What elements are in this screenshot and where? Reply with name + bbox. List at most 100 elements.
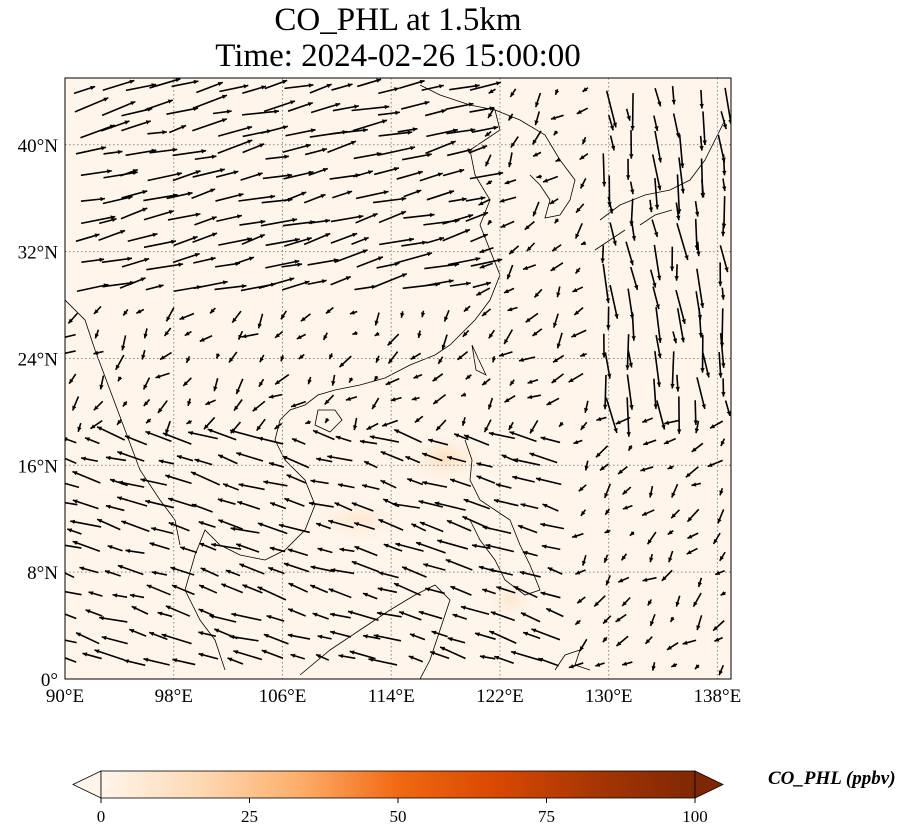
wind-arrow-head — [487, 404, 493, 410]
wind-arrow-shaft — [211, 543, 242, 550]
wind-arrow-head — [181, 125, 187, 130]
wind-arrow-head — [79, 566, 85, 571]
wind-arrow-shaft — [469, 81, 502, 91]
wind-arrow-head — [419, 521, 425, 526]
wind-arrow-head — [270, 194, 276, 199]
wind-arrow-shaft — [171, 80, 199, 88]
wind-arrow-head — [170, 566, 176, 571]
wind-arrow-shaft — [241, 110, 280, 116]
wind-arrow-head — [68, 318, 74, 324]
wind-arrow-shaft — [654, 350, 661, 388]
wind-arrow-head — [307, 379, 312, 385]
wind-arrow-head — [232, 317, 237, 323]
wind-arrow-head — [615, 617, 621, 622]
wind-arrow-head — [291, 438, 297, 443]
wind-arrow-head — [304, 280, 310, 285]
wind-arrow-shaft — [100, 120, 130, 132]
wind-arrow-head — [59, 351, 64, 355]
wind-arrow-shaft — [76, 283, 109, 293]
wind-arrow-shaft — [355, 190, 389, 200]
wind-arrow-head — [493, 498, 499, 504]
wind-arrow-head — [172, 147, 178, 153]
wind-arrow-shaft — [510, 650, 542, 662]
wind-arrow-head — [105, 504, 111, 509]
wind-arrow-head — [433, 399, 439, 404]
wind-arrow-head — [671, 99, 676, 105]
wind-arrow-shaft — [75, 146, 107, 155]
wind-arrow-head — [715, 570, 721, 575]
coastline-hainan — [314, 409, 343, 433]
wind-arrow-head — [219, 168, 225, 173]
wind-arrow-head — [394, 583, 400, 588]
wind-arrow-head — [618, 578, 624, 583]
wind-arrow-head — [117, 451, 123, 456]
wind-arrow-head — [231, 612, 237, 617]
wind-arrow-head — [214, 628, 220, 633]
wind-arrow-head — [143, 384, 148, 390]
wind-arrow-shaft — [393, 428, 422, 443]
wind-arrow-head — [454, 433, 460, 438]
wind-arrow-head — [540, 436, 546, 441]
wind-arrow-head — [580, 424, 586, 430]
wind-arrow-shaft — [424, 263, 460, 270]
wind-arrow-shaft — [415, 541, 446, 554]
wind-arrow-head — [713, 538, 718, 544]
wind-arrow-head — [143, 657, 149, 662]
wind-arrow-head — [681, 318, 686, 324]
coastline-taiwan — [471, 344, 487, 376]
wind-arrow-shaft — [283, 171, 314, 180]
wind-arrow-head — [697, 582, 702, 587]
wind-arrow-shaft — [147, 172, 183, 182]
wind-arrow-head — [700, 192, 706, 198]
wind-arrow-head — [409, 237, 414, 242]
wind-arrow-head — [372, 404, 377, 410]
wind-arrow-head — [554, 218, 560, 224]
wind-arrow-head — [247, 139, 253, 144]
wind-arrow-head — [56, 610, 61, 614]
wind-arrow-shaft — [260, 125, 289, 135]
wind-arrow-head — [580, 240, 586, 245]
wind-arrow-shaft — [257, 586, 287, 601]
wind-arrow-head — [721, 392, 726, 397]
wind-arrow-head — [423, 563, 429, 568]
wind-arrow-head — [532, 211, 537, 217]
wind-arrow-head — [401, 273, 407, 278]
wind-arrow-head — [354, 104, 359, 109]
wind-arrow-head — [188, 431, 194, 436]
wind-arrow-head — [631, 235, 637, 241]
wind-arrow-shaft — [192, 94, 228, 110]
wind-arrow-head — [175, 78, 181, 83]
wind-arrow-head — [650, 621, 655, 626]
wind-arrow-head — [450, 586, 456, 591]
wind-arrow-head — [513, 586, 519, 591]
wind-arrow-shaft — [378, 146, 416, 156]
wind-arrow-head — [629, 404, 634, 410]
wind-arrow-shaft — [696, 377, 706, 410]
wind-arrow-head — [672, 338, 678, 344]
wind-arrow-head — [130, 101, 136, 106]
wind-arrow-shaft — [654, 178, 659, 210]
wind-arrow-head — [275, 379, 281, 385]
wind-arrow-head — [179, 315, 185, 320]
wind-arrow-head — [374, 331, 380, 336]
wind-arrow-shaft — [489, 630, 517, 644]
wind-arrow-shaft — [215, 193, 244, 202]
wind-arrow-head — [297, 262, 303, 267]
wind-arrow-shaft — [282, 143, 312, 154]
wind-arrow-shaft — [101, 100, 136, 117]
wind-arrow-head — [464, 434, 470, 439]
wind-arrow-head — [312, 430, 318, 435]
wind-arrow-head — [172, 658, 178, 663]
wind-arrow-head — [294, 259, 300, 264]
wind-arrow-head — [476, 475, 482, 480]
wind-arrow-shaft — [470, 258, 503, 267]
wind-arrow-head — [607, 373, 612, 379]
wind-arrow-head — [552, 246, 558, 252]
wind-arrow-head — [122, 401, 128, 407]
wind-arrow-head — [448, 190, 454, 195]
wind-arrow-head — [121, 520, 127, 525]
wind-arrow-head — [258, 381, 264, 387]
map-frame — [64, 77, 732, 680]
wind-arrow-shaft — [282, 455, 310, 469]
wind-arrow-head — [519, 570, 525, 576]
